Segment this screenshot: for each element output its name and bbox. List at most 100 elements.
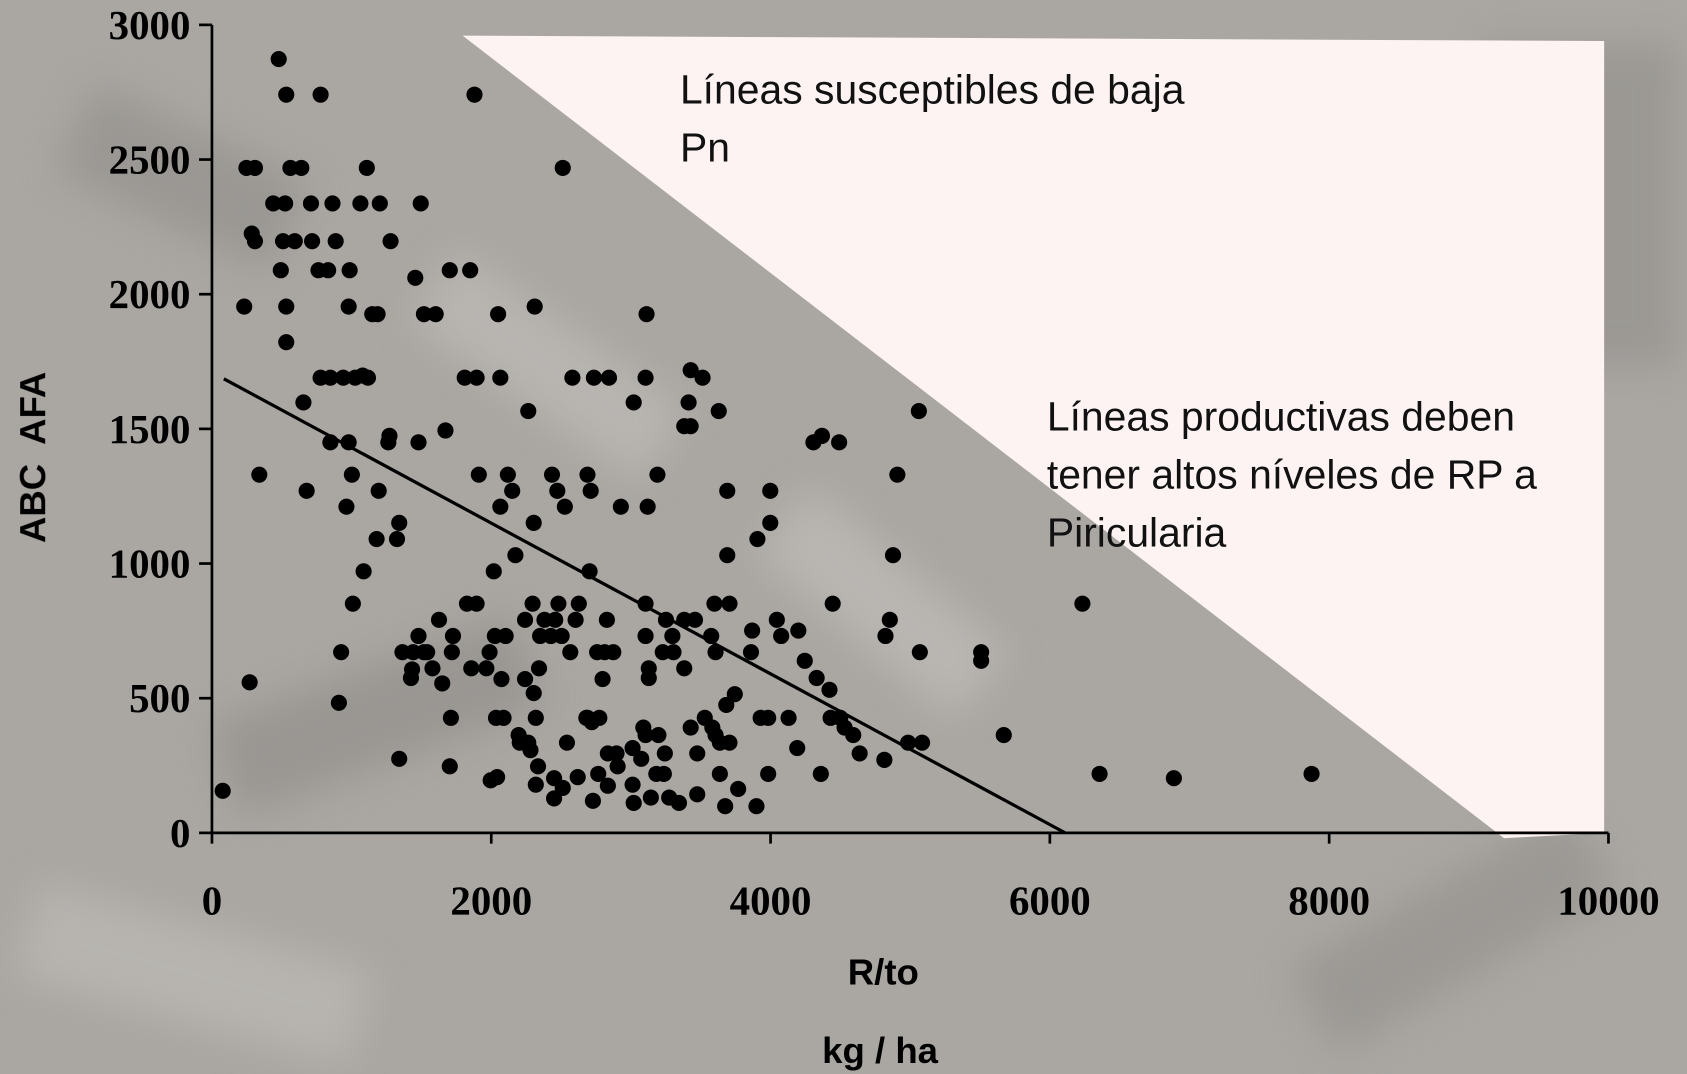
point xyxy=(404,661,420,677)
point xyxy=(571,596,587,612)
point xyxy=(278,334,294,350)
point xyxy=(719,547,735,563)
point xyxy=(585,793,601,809)
point xyxy=(445,628,461,644)
point xyxy=(428,306,444,322)
point xyxy=(996,727,1012,743)
point xyxy=(333,644,349,660)
point xyxy=(338,499,354,515)
point xyxy=(525,596,541,612)
point xyxy=(914,735,930,751)
point xyxy=(490,306,506,322)
y-tick-label: 1500 xyxy=(109,407,191,452)
point xyxy=(823,710,839,726)
point xyxy=(360,370,376,386)
point xyxy=(371,483,387,499)
point xyxy=(492,370,508,386)
annotation-text: Líneas productivas deben xyxy=(1047,393,1515,439)
point xyxy=(550,596,566,612)
point xyxy=(391,751,407,767)
y-tick-label: 1000 xyxy=(109,542,191,587)
point xyxy=(687,612,703,628)
point xyxy=(1166,770,1182,786)
x-tick-label: 10000 xyxy=(1557,879,1659,924)
point xyxy=(852,745,868,761)
point xyxy=(845,727,861,743)
point xyxy=(583,483,599,499)
point xyxy=(299,483,315,499)
chart: 0500100015002000250030000200040006000800… xyxy=(0,0,1687,1074)
point xyxy=(271,51,287,67)
point xyxy=(303,195,319,211)
point xyxy=(683,418,699,434)
point xyxy=(344,467,360,483)
point xyxy=(324,195,340,211)
x-tick-label: 0 xyxy=(202,879,222,924)
point xyxy=(544,467,560,483)
point xyxy=(683,719,699,735)
point xyxy=(526,515,542,531)
annotation-text: Pn xyxy=(680,125,730,171)
point xyxy=(466,87,482,103)
point xyxy=(744,623,760,639)
point xyxy=(413,195,429,211)
point xyxy=(562,644,578,660)
point xyxy=(557,499,573,515)
point xyxy=(293,160,309,176)
point xyxy=(389,531,405,547)
point xyxy=(633,751,649,767)
point xyxy=(885,547,901,563)
point xyxy=(410,434,426,450)
point xyxy=(599,612,615,628)
point xyxy=(973,653,989,669)
point xyxy=(419,644,435,660)
point xyxy=(431,612,447,628)
point xyxy=(773,628,789,644)
point xyxy=(797,653,813,669)
point xyxy=(911,403,927,419)
point xyxy=(527,299,543,315)
point xyxy=(625,777,641,793)
point xyxy=(730,781,746,797)
point xyxy=(507,547,523,563)
point xyxy=(882,612,898,628)
point xyxy=(462,262,478,278)
x-axis-label: R/to xyxy=(848,952,919,993)
point xyxy=(637,370,653,386)
y-tick-label: 500 xyxy=(129,676,190,721)
point xyxy=(689,786,705,802)
point xyxy=(517,612,533,628)
x-tick-label: 8000 xyxy=(1288,879,1370,924)
point xyxy=(331,695,347,711)
point xyxy=(570,769,586,785)
point xyxy=(877,628,893,644)
point xyxy=(382,233,398,249)
point xyxy=(712,735,728,751)
point xyxy=(559,735,575,751)
point xyxy=(637,628,653,644)
point xyxy=(626,394,642,410)
point xyxy=(410,628,426,644)
point xyxy=(760,710,776,726)
point xyxy=(498,628,514,644)
point xyxy=(640,499,656,515)
point xyxy=(831,434,847,450)
point xyxy=(547,612,563,628)
point xyxy=(554,628,570,644)
point xyxy=(342,262,358,278)
point xyxy=(486,563,502,579)
point xyxy=(769,612,785,628)
point xyxy=(664,628,680,644)
point xyxy=(407,270,423,286)
point xyxy=(657,745,673,761)
point xyxy=(528,777,544,793)
point xyxy=(443,710,459,726)
point xyxy=(313,87,329,103)
point xyxy=(748,798,764,814)
point xyxy=(469,596,485,612)
point xyxy=(584,714,600,730)
point xyxy=(626,795,642,811)
point xyxy=(643,790,659,806)
point xyxy=(821,682,837,698)
point xyxy=(341,299,357,315)
